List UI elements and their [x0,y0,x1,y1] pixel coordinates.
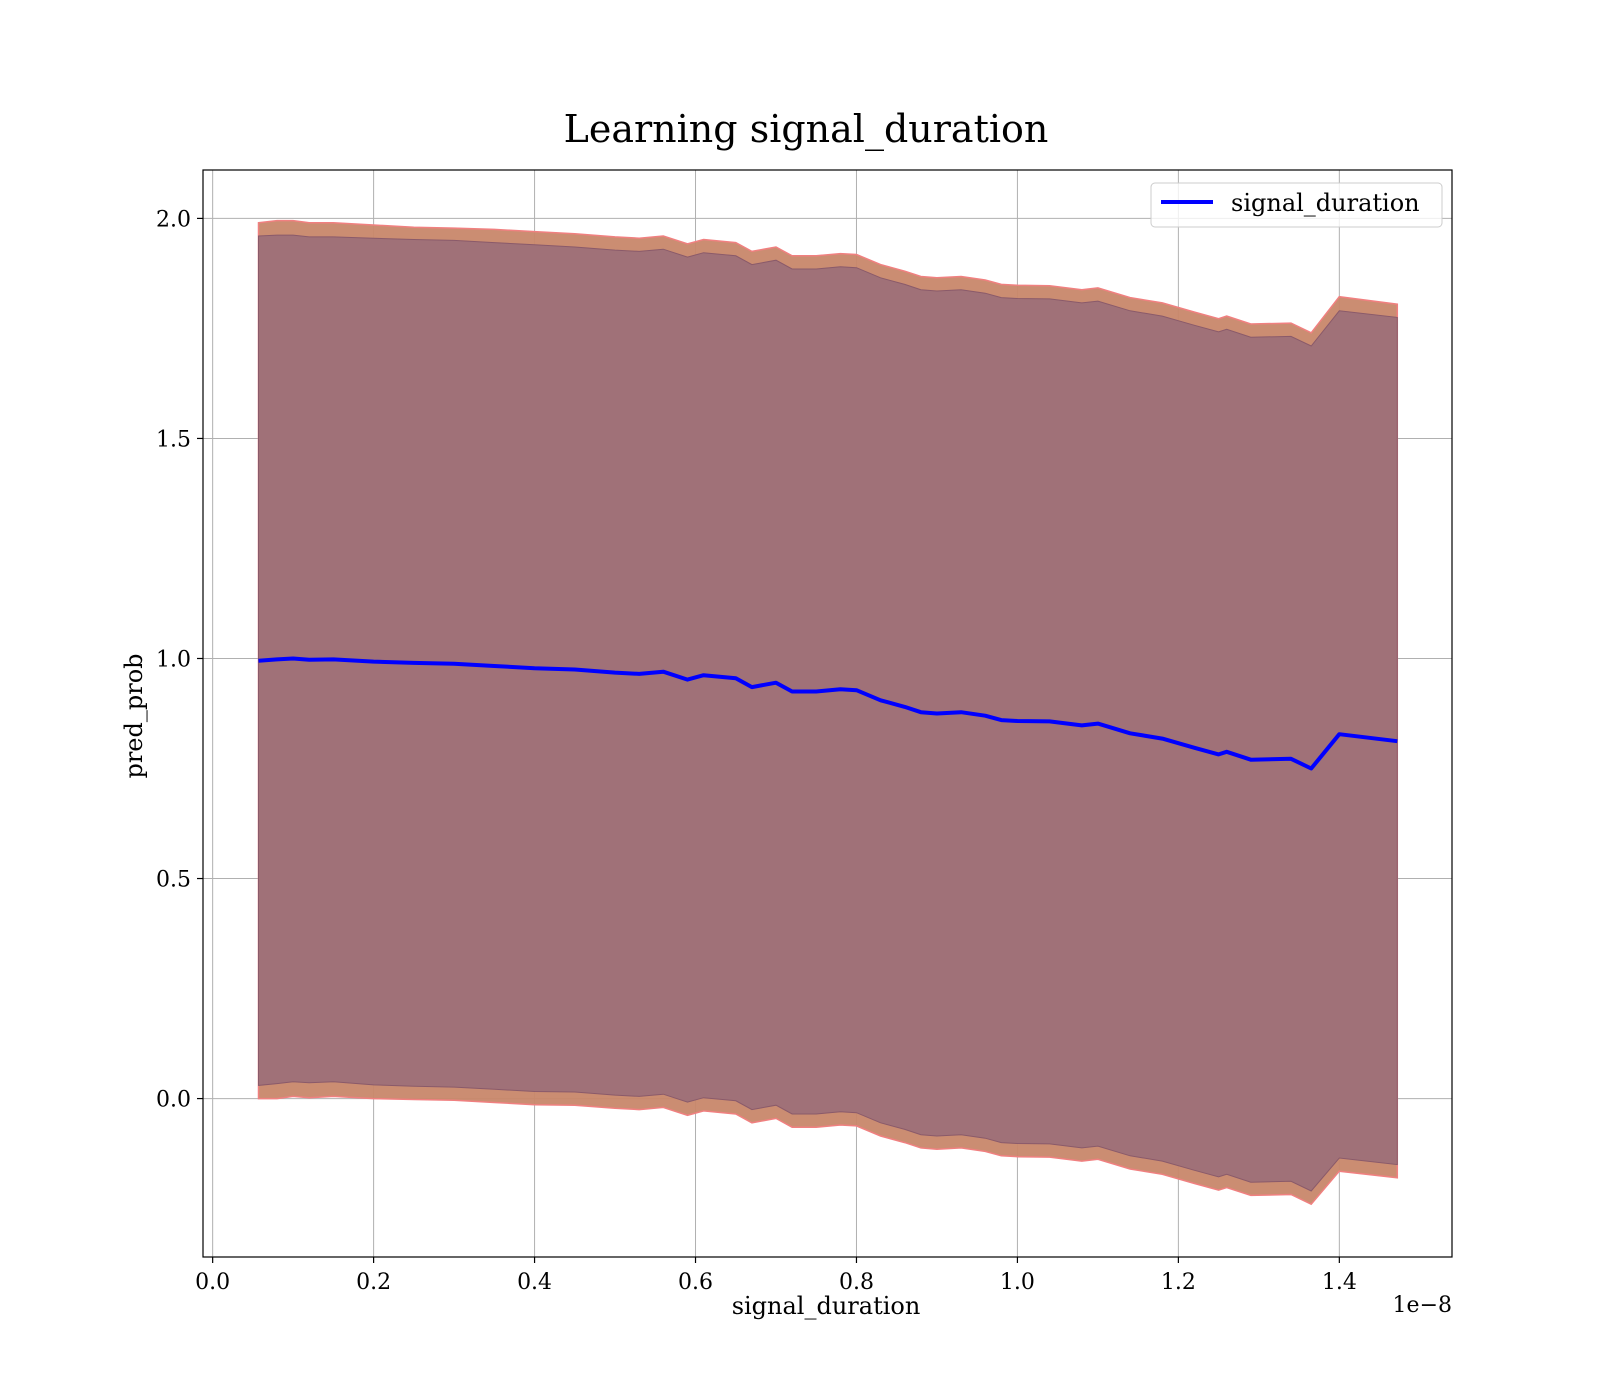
legend-box [1150,182,1443,228]
y-tick-label: 1.5 [156,427,191,452]
plot-frame [202,169,1453,1258]
y-tick-label: 0.5 [156,868,191,893]
y-tick-label: 1.0 [156,647,191,672]
x-axis-ticks: 0.0 0.2 0.4 0.6 0.8 1.0 1.2 1.4 [195,1257,1357,1295]
series-line-signal_duration [258,656,1398,771]
x-axis-offset-label: 1e−8 [1393,1293,1452,1318]
x-tick-label: 1.4 [1322,1270,1357,1295]
legend: signal_duration [1150,182,1443,228]
x-tick-label: 0.6 [678,1270,713,1295]
x-tick-label: 0.4 [517,1270,552,1295]
x-tick-label: 0.0 [195,1270,230,1295]
x-tick-label: 0.2 [356,1270,391,1295]
y-axis-label: pred_prob [120,653,148,778]
x-tick-label: 1.2 [1161,1270,1196,1295]
y-tick-label: 2.0 [156,207,191,232]
chart-title: Learning signal_duration [564,107,1049,152]
confidence-bands [257,219,1399,1206]
x-tick-label: 0.8 [839,1270,874,1295]
y-axis-ticks: 0.0 0.5 1.0 1.5 2.0 [156,207,203,1113]
series-lines [258,656,1398,771]
inner-confidence-band [258,234,1398,1192]
x-tick-label: 1.0 [1000,1270,1035,1295]
y-tick-label: 0.0 [156,1088,191,1113]
x-axis-label: signal_duration [732,1292,921,1320]
legend-label: signal_duration [1231,189,1420,217]
